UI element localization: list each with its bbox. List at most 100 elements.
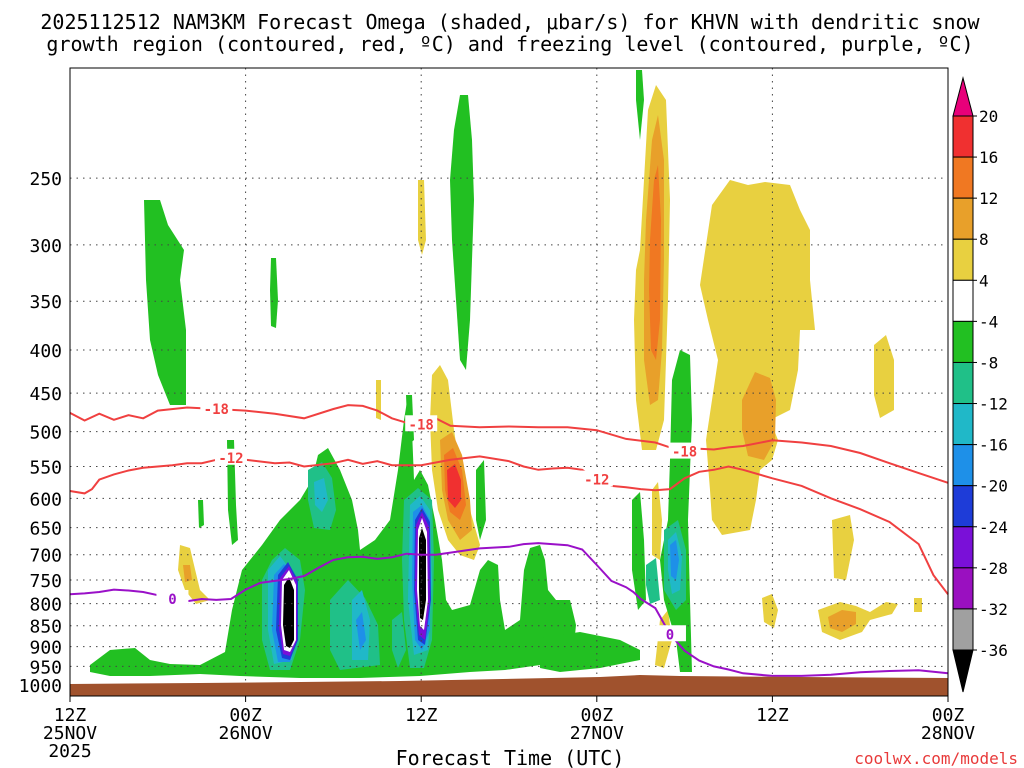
contour-label-bg-0-0 bbox=[200, 400, 233, 417]
colorbar-label-9: -20 bbox=[979, 477, 1008, 496]
shade-yellow-thin-2 bbox=[376, 380, 381, 420]
colorbar-box-3 bbox=[952, 238, 974, 281]
contour-label-1-1: -12 bbox=[584, 473, 609, 489]
x-tick-label-1-1: 26NOV bbox=[219, 723, 273, 744]
shade-green-right-column bbox=[636, 70, 644, 140]
colorbar-box-0 bbox=[952, 115, 974, 158]
shade-black-core-1 bbox=[283, 577, 294, 648]
contour-line-1 bbox=[69, 455, 949, 595]
y-tick-250: 250 bbox=[29, 169, 62, 190]
contour-label-bg-0-1 bbox=[405, 415, 438, 432]
contour-label-0-0: -18 bbox=[204, 402, 229, 418]
colorbar-label-1: 16 bbox=[979, 148, 998, 167]
shade-green-upper-left bbox=[144, 200, 186, 405]
chart-title-line-1: 2025112512 NAM3KM Forecast Omega (shaded… bbox=[40, 10, 980, 34]
x-tick-label-0-0: 12Z bbox=[54, 705, 87, 726]
y-tick-300: 300 bbox=[29, 236, 62, 257]
x-tick-label-1-0: 00Z bbox=[229, 705, 262, 726]
shade-yellow-east-2 bbox=[874, 335, 894, 418]
y-tick-400: 400 bbox=[29, 341, 62, 362]
plot-frame bbox=[69, 67, 949, 697]
contour-label-bg-1-0 bbox=[214, 448, 247, 465]
contour-label-bg-2-1 bbox=[653, 625, 686, 642]
colorbar-box-12 bbox=[952, 608, 974, 651]
x-tick-label-0-1: 25NOV bbox=[43, 723, 97, 744]
colorbar-box-7 bbox=[952, 403, 974, 446]
shade-yellow-thin-1 bbox=[418, 180, 426, 255]
x-tick-label-3-1: 27NOV bbox=[570, 723, 624, 744]
shade-cyan-2 bbox=[314, 478, 328, 512]
y-tick-800: 800 bbox=[29, 595, 62, 616]
colorbar-box-1 bbox=[952, 156, 974, 199]
shade-yellow-east-3 bbox=[832, 515, 854, 580]
shade-green-lower-complex bbox=[90, 395, 576, 678]
colorbar-box-10 bbox=[952, 526, 974, 569]
colorbar-label-13: -36 bbox=[979, 641, 1008, 660]
shade-blue-3 bbox=[356, 612, 366, 650]
y-tick-650: 650 bbox=[29, 519, 62, 540]
x-tick-label-0-2: 2025 bbox=[48, 741, 91, 762]
ground-terrain bbox=[70, 675, 948, 696]
shade-darkorange-right-column bbox=[649, 165, 661, 360]
shade-orange-east bbox=[742, 372, 776, 460]
y-tick-600: 600 bbox=[29, 489, 62, 510]
y-tick-950: 950 bbox=[29, 657, 62, 678]
colorbar-box-2 bbox=[952, 197, 974, 240]
colorbar-box-8 bbox=[952, 444, 974, 487]
y-tick-550: 550 bbox=[29, 458, 62, 479]
shade-yellow-small-left bbox=[178, 545, 210, 604]
colorbar-label-5: -4 bbox=[979, 312, 998, 331]
x-tick-label-5-1: 28NOV bbox=[921, 723, 975, 744]
credit-text: coolwx.com/models bbox=[854, 749, 1018, 768]
shade-green-small-3 bbox=[227, 440, 238, 545]
contour-lines: -18 -18 -18 -12 -12 0 0 bbox=[69, 400, 949, 677]
colorbar-top-arrow bbox=[952, 76, 974, 117]
colorbar-label-3: 8 bbox=[979, 230, 989, 249]
y-tick-450: 450 bbox=[29, 384, 62, 405]
contour-label-2-0: 0 bbox=[168, 592, 176, 608]
shade-green-small-2 bbox=[198, 500, 204, 528]
plot-background bbox=[70, 68, 948, 696]
chart-title-line-2: growth region (contoured, red, ºC) and f… bbox=[46, 32, 973, 56]
shade-green-small-1 bbox=[270, 258, 278, 328]
omega-shading bbox=[90, 70, 922, 678]
colorbar-box-5 bbox=[952, 320, 974, 363]
contour-label-2-1: 0 bbox=[666, 627, 674, 643]
y-tick-1000: 1000 bbox=[19, 676, 62, 697]
y-axis: 2503003504004505005506006507007508008509… bbox=[19, 169, 62, 697]
contour-label-1-0: -12 bbox=[218, 451, 243, 467]
colorbar-label-0: 20 bbox=[979, 107, 998, 126]
colorbar-label-6: -8 bbox=[979, 353, 998, 372]
colorbar-label-4: 4 bbox=[979, 271, 989, 290]
x-tick-label-4-0: 12Z bbox=[756, 705, 789, 726]
colorbar-label-10: -24 bbox=[979, 518, 1008, 537]
contour-label-bg-2-0 bbox=[156, 589, 189, 606]
contour-label-0-1: -18 bbox=[409, 417, 434, 433]
shade-blue-right bbox=[670, 540, 679, 580]
gridlines bbox=[70, 68, 948, 696]
contour-label-bg-0-2 bbox=[668, 442, 701, 459]
shade-green-streak-1 bbox=[476, 460, 486, 540]
shade-red-mid bbox=[447, 464, 461, 508]
colorbar-box-11 bbox=[952, 567, 974, 610]
x-axis-title: Forecast Time (UTC) bbox=[396, 746, 625, 768]
shade-green-right-4 bbox=[540, 632, 640, 672]
plot-area: -18 -18 -18 -12 -12 0 0 bbox=[69, 67, 949, 697]
colorbar-label-2: 12 bbox=[979, 189, 998, 208]
colorbar-box-9 bbox=[952, 485, 974, 528]
colorbar: 20 16 12 8 4 -4 -8 -12 -16 -20 -24 -28 -32 -36 bbox=[952, 76, 1008, 693]
x-tick-label-3-0: 00Z bbox=[581, 705, 614, 726]
shade-green-right-3 bbox=[632, 492, 646, 610]
colorbar-box-6 bbox=[952, 361, 974, 405]
contour-line-2 bbox=[69, 542, 949, 677]
contour-line-0 bbox=[69, 404, 949, 484]
shade-black-core-2 bbox=[419, 528, 426, 620]
y-tick-850: 850 bbox=[29, 617, 62, 638]
x-tick-label-5-0: 00Z bbox=[932, 705, 965, 726]
colorbar-label-11: -28 bbox=[979, 559, 1008, 578]
colorbar-box-4 bbox=[952, 279, 974, 322]
contour-label-0-2: -18 bbox=[672, 445, 697, 461]
y-tick-350: 350 bbox=[29, 292, 62, 313]
